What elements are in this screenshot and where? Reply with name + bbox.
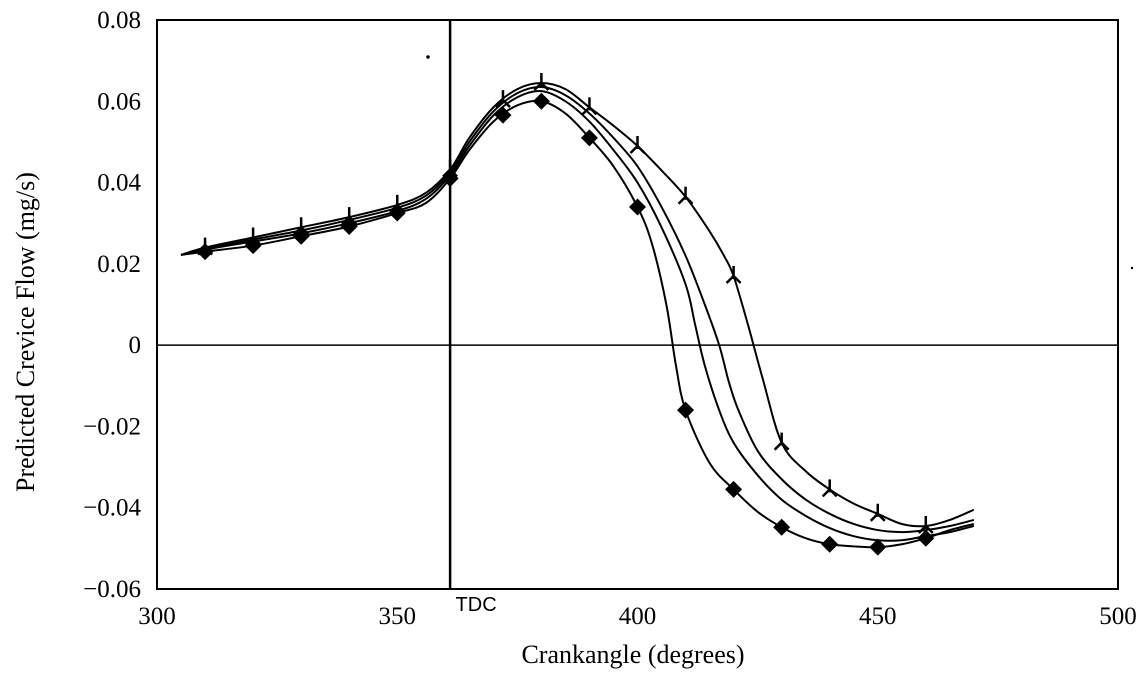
series-line-3	[180, 86, 975, 534]
x-tick-label: 450	[859, 603, 897, 630]
x-tick-label: 350	[379, 603, 417, 630]
y-tick-label: 0.06	[97, 88, 141, 115]
diamond-marker	[629, 198, 646, 216]
stray-dot	[426, 55, 430, 59]
cross-marker	[869, 503, 886, 522]
cross-marker	[341, 207, 358, 226]
cross-marker	[725, 266, 742, 284]
cross-marker	[197, 237, 213, 256]
diamond-marker	[821, 535, 839, 553]
diamond-marker	[725, 480, 743, 498]
diamond-marker	[532, 92, 550, 110]
plot-frame	[156, 19, 1119, 590]
cross-marker	[389, 194, 406, 213]
diamond-marker	[677, 401, 695, 419]
cross-marker	[495, 90, 511, 108]
y-tick-label: −0.06	[83, 576, 141, 603]
axis-ticks: 300 350 400 450 500 0.08 0.06 0.04 0.02 0 −0.02 −0.…	[83, 7, 1137, 630]
x-tick-label: 400	[619, 603, 657, 630]
diamond-marker	[917, 529, 935, 547]
diamond-marker	[580, 129, 598, 147]
x-axis-title: Crankangle (degrees)	[521, 640, 744, 669]
y-tick-label: 0	[129, 332, 142, 359]
x-tick-label: 500	[1099, 603, 1137, 630]
diamond-marker	[869, 538, 887, 556]
cross-marker	[773, 432, 790, 451]
diamond-marker	[773, 518, 791, 536]
cross-marker	[245, 227, 261, 246]
cross-marker	[581, 97, 598, 116]
y-axis-title: Predicted Crevice Flow (mg/s)	[11, 172, 40, 492]
series-line-1	[180, 99, 975, 549]
x-tick-label: 300	[138, 603, 176, 630]
plot-area	[156, 19, 1134, 590]
cross-marker	[677, 186, 694, 205]
cross-marker	[629, 135, 646, 154]
series-line-2	[180, 90, 975, 542]
cross-marker	[293, 217, 310, 236]
stray-dot	[1130, 266, 1134, 270]
cross-marker	[917, 516, 934, 534]
cross-marker	[442, 159, 458, 178]
cross-marker	[821, 479, 838, 498]
tdc-annotation: TDC	[456, 594, 497, 616]
y-tick-label: 0.02	[97, 251, 141, 278]
y-tick-label: −0.02	[83, 413, 141, 440]
cross-marker	[533, 72, 550, 91]
y-tick-label: 0.04	[97, 170, 141, 197]
y-tick-label: −0.04	[83, 495, 141, 522]
series-line-4	[180, 81, 975, 528]
y-tick-label: 0.08	[97, 7, 141, 34]
